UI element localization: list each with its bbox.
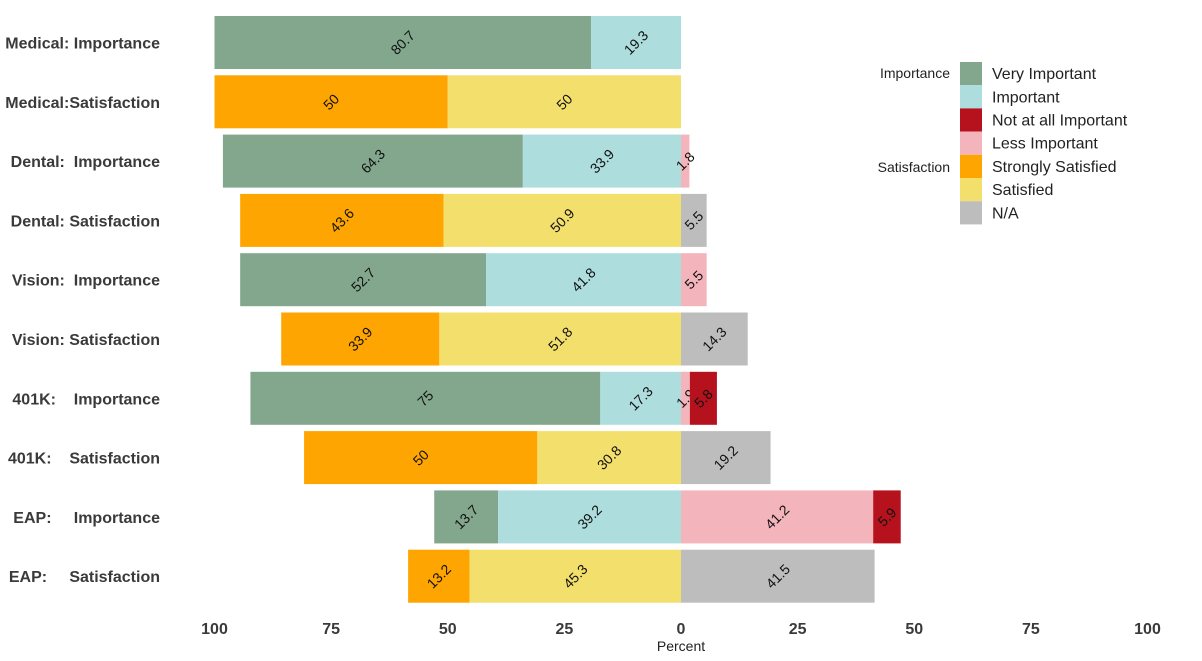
row-label-vision-importance: Vision: Importance <box>12 273 160 290</box>
bar-dental-satisfaction-satisfied <box>443 193 681 247</box>
x-axis: 100 75 50 25 0 25 50 75 100 <box>201 621 1161 638</box>
bar-401k-importance-not-at-all-important <box>689 371 717 425</box>
bar-eap-importance-very-important <box>434 490 499 544</box>
bar-eap-satisfaction-strongly-satisfied <box>408 549 470 603</box>
row-labels: Medical: Importance Medical:Satisfaction D… <box>5 36 160 587</box>
bar-eap-importance-less-important <box>681 490 874 544</box>
legend-label-important: Important <box>992 89 1060 106</box>
x-axis-title: Percent <box>657 638 705 654</box>
legend-label-strongly-satisfied: Strongly Satisfied <box>992 159 1117 176</box>
bar-eap-satisfaction-satisfied <box>469 549 681 603</box>
bar-401k-importance-important <box>600 371 681 425</box>
legend-swatch-satisfied <box>960 178 982 202</box>
x-tick-label: 25 <box>555 621 573 638</box>
x-tick-label: 50 <box>905 621 923 638</box>
bar-401k-importance-less-important <box>681 371 690 425</box>
legend-title-satisfaction: Satisfaction <box>878 159 950 175</box>
bar-dental-importance-important <box>522 134 681 188</box>
x-tick-label: 75 <box>1022 621 1040 638</box>
bar-medical-satisfaction-satisfied <box>447 75 681 129</box>
bar-eap-importance-important <box>498 490 681 544</box>
bar-eap-importance-not-at-all-important <box>873 490 901 544</box>
row-label-medical-satisfaction: Medical:Satisfaction <box>5 95 160 112</box>
bar-401k-importance-very-important <box>250 371 601 425</box>
x-tick-label: 75 <box>322 621 340 638</box>
row-label-401k-importance: 401K: Importance <box>12 391 160 408</box>
legend-swatch-important <box>960 85 982 109</box>
row-label-dental-satisfaction: Dental: Satisfaction <box>11 213 160 230</box>
legend-label-less-important: Less Important <box>992 136 1098 153</box>
legend-label-satisfied: Satisfied <box>992 182 1053 199</box>
bar-vision-importance-important <box>486 253 681 307</box>
bar-vision-importance-very-important <box>240 253 487 307</box>
legend: Importance Very Important Important Not at … <box>878 62 1128 225</box>
legend-label-n-a: N/A <box>992 205 1019 222</box>
legend-title-importance: Importance <box>880 65 950 81</box>
row-label-401k-satisfaction: 401K: Satisfaction <box>8 451 160 468</box>
bar-vision-satisfaction-satisfied <box>439 312 681 366</box>
bar-dental-satisfaction-strongly-satisfied <box>240 193 444 247</box>
legend-label-very-important: Very Important <box>992 66 1097 83</box>
x-tick-label: 50 <box>439 621 457 638</box>
bar-medical-importance-very-important <box>214 16 591 69</box>
bar-medical-satisfaction-strongly-satisfied <box>214 75 448 129</box>
x-tick-label: 100 <box>1134 621 1161 638</box>
row-label-eap-satisfaction: EAP: Satisfaction <box>9 569 160 586</box>
legend-swatch-strongly-satisfied <box>960 154 982 178</box>
legend-swatch-very-important <box>960 62 982 86</box>
bar-401k-satisfaction-n-a <box>681 431 771 485</box>
bar-eap-satisfaction-n-a <box>681 549 875 603</box>
row-label-vision-satisfaction: Vision: Satisfaction <box>12 332 160 349</box>
bar-dental-importance-less-important <box>681 134 690 188</box>
x-tick-label: 0 <box>677 621 686 638</box>
row-label-eap-importance: EAP: Importance <box>13 510 160 527</box>
bar-vision-satisfaction-n-a <box>681 312 748 366</box>
bar-dental-satisfaction-n-a <box>681 193 707 247</box>
legend-swatch-not-at-all-important <box>960 108 982 132</box>
bar-dental-importance-very-important <box>222 134 523 188</box>
bar-401k-satisfaction-strongly-satisfied <box>304 431 538 485</box>
row-label-medical-importance: Medical: Importance <box>5 36 160 53</box>
bar-vision-satisfaction-strongly-satisfied <box>281 312 440 366</box>
bar-401k-satisfaction-satisfied <box>537 431 681 485</box>
legend-label-not-at-all-important: Not at all Important <box>992 113 1128 130</box>
x-tick-label: 25 <box>789 621 807 638</box>
bar-medical-importance-important <box>590 16 681 69</box>
bar-vision-importance-less-important <box>681 253 707 307</box>
legend-swatch-n-a <box>960 201 982 225</box>
row-label-dental-importance: Dental: Importance <box>11 154 160 171</box>
legend-swatch-less-important <box>960 131 982 155</box>
x-tick-label: 100 <box>201 621 228 638</box>
